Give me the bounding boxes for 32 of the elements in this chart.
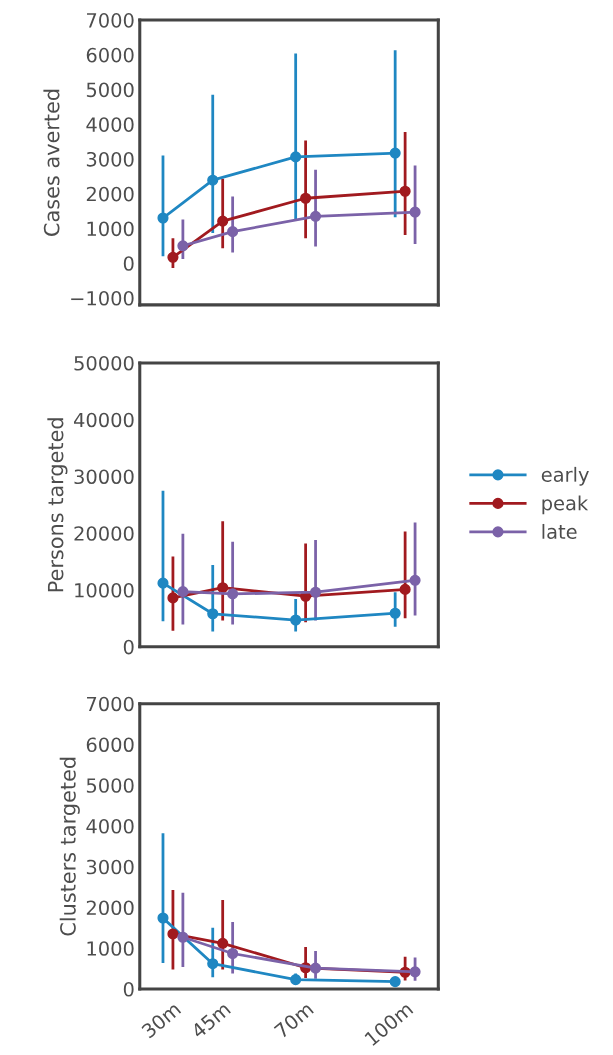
- y-tick-label: 6000: [86, 737, 134, 753]
- y-tick-label: 50000: [74, 355, 134, 371]
- y-tick-label: 7000: [87, 696, 134, 712]
- legend-label: late: [542, 523, 577, 539]
- y-tick-label: 4000: [86, 117, 134, 132]
- y-tick-label: 6000: [86, 47, 134, 63]
- y-tick-label: 5000: [86, 778, 134, 793]
- legend-label: early: [541, 466, 589, 486]
- y-tick-label: 4000: [86, 818, 134, 834]
- y-tick-label: −1000: [71, 290, 134, 306]
- y-axis-title: Clusters targeted: [59, 757, 80, 936]
- y-tick-label: 10000: [75, 582, 134, 598]
- x-tick-label: 45m: [190, 1001, 232, 1040]
- y-tick-label: 1000: [87, 941, 134, 956]
- y-tick-label: 0: [123, 639, 134, 655]
- x-tick-label: 30m: [140, 1001, 182, 1039]
- y-tick-label: 40000: [74, 412, 134, 428]
- y-tick-label: 2000: [86, 900, 134, 916]
- y-tick-label: 0: [123, 256, 134, 271]
- y-tick-label: 1000: [87, 221, 134, 237]
- y-tick-label: 3000: [86, 859, 134, 875]
- y-axis-title: Persons targeted: [47, 418, 68, 592]
- y-tick-label: 2000: [86, 186, 134, 202]
- y-axis-title: Cases averted: [43, 89, 60, 236]
- y-tick-label: 7000: [87, 13, 134, 28]
- y-tick-label: 5000: [86, 82, 134, 98]
- y-tick-label: 0: [123, 981, 134, 997]
- y-tick-label: 20000: [74, 526, 134, 541]
- y-tick-label: 30000: [74, 469, 134, 485]
- y-tick-label: 3000: [86, 151, 134, 167]
- x-tick-label: 70m: [273, 1001, 315, 1039]
- legend-label: peak: [542, 495, 589, 515]
